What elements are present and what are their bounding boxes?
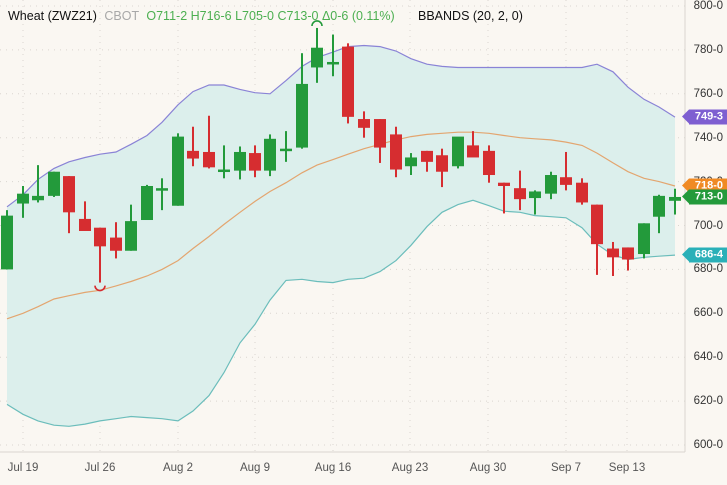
- candle[interactable]: [374, 119, 386, 163]
- y-tick-label: 640-0: [693, 351, 723, 364]
- candle[interactable]: [529, 190, 541, 215]
- price-tag: 749-3: [682, 109, 727, 125]
- price-tag: 686-4: [682, 247, 727, 263]
- x-tick-label: Aug 2: [162, 462, 194, 474]
- candle[interactable]: [218, 145, 230, 179]
- chart-header: Wheat (ZWZ21) CBOT O711-2 H716-6 L705-0 …: [8, 9, 395, 23]
- candle[interactable]: [483, 145, 495, 183]
- candle[interactable]: [358, 111, 370, 138]
- y-tick-label: 600-0: [693, 439, 723, 451]
- y-tick-label: 660-0: [693, 307, 723, 320]
- indicator-label[interactable]: BBANDS (20, 2, 0): [418, 9, 523, 23]
- candle[interactable]: [234, 146, 246, 180]
- candle[interactable]: [576, 178, 588, 205]
- candle[interactable]: [638, 223, 650, 259]
- candle[interactable]: [436, 148, 448, 188]
- ohlc-values: O711-2 H716-6 L705-0 C713-0 Δ0-6 (0.11%): [146, 9, 395, 23]
- candle[interactable]: [405, 153, 417, 176]
- y-tick-label: 800-0: [693, 0, 723, 12]
- symbol-label: Wheat (ZWZ21): [8, 9, 97, 23]
- candle[interactable]: [63, 176, 75, 234]
- candle[interactable]: [342, 43, 354, 124]
- swing-low-marker-icon: [94, 285, 106, 292]
- bollinger-band-fill: [7, 45, 675, 427]
- candle[interactable]: [249, 145, 261, 178]
- candle[interactable]: [94, 227, 106, 283]
- price-tag: 713-0: [682, 189, 727, 205]
- candle[interactable]: [280, 131, 292, 162]
- candle[interactable]: [467, 131, 479, 158]
- candle[interactable]: [296, 53, 308, 149]
- x-tick-label: Aug 30: [469, 462, 507, 474]
- candle[interactable]: [156, 178, 168, 211]
- candle[interactable]: [1, 210, 13, 270]
- x-tick-label: Aug 16: [314, 462, 352, 474]
- y-tick-label: 680-0: [693, 263, 723, 276]
- candle[interactable]: [545, 171, 557, 200]
- y-tick-label: 620-0: [693, 395, 723, 408]
- x-tick-label: Aug 23: [391, 462, 429, 474]
- x-tick-label: Jul 19: [7, 462, 39, 474]
- candle[interactable]: [390, 126, 402, 178]
- x-tick-label: Aug 9: [239, 462, 271, 474]
- candle[interactable]: [79, 201, 91, 231]
- candle[interactable]: [17, 185, 29, 218]
- candle[interactable]: [48, 171, 60, 197]
- candle[interactable]: [311, 27, 323, 83]
- candle[interactable]: [187, 126, 199, 167]
- y-tick-label: 780-0: [693, 43, 723, 56]
- x-tick-label: Sep 7: [550, 462, 582, 474]
- middle-band-line: [6, 131, 676, 320]
- x-tick-label: Sep 13: [608, 462, 646, 474]
- swing-high-marker-icon: [311, 20, 323, 27]
- candle[interactable]: [32, 165, 44, 203]
- candle[interactable]: [669, 188, 681, 215]
- candle[interactable]: [327, 34, 339, 77]
- candle[interactable]: [498, 182, 510, 214]
- candle[interactable]: [452, 136, 464, 169]
- candle[interactable]: [653, 194, 665, 234]
- exchange-label: CBOT: [104, 9, 139, 23]
- upper-band-line: [6, 44, 676, 208]
- candle[interactable]: [591, 204, 603, 275]
- y-tick-label: 740-0: [693, 131, 723, 144]
- x-tick-label: Jul 26: [84, 462, 116, 474]
- candle[interactable]: [110, 222, 122, 259]
- y-tick-label: 700-0: [693, 219, 723, 232]
- candle[interactable]: [622, 247, 634, 271]
- y-tick-label: 760-0: [693, 87, 723, 100]
- candle[interactable]: [421, 150, 433, 172]
- candle[interactable]: [560, 151, 572, 191]
- candle[interactable]: [607, 241, 619, 276]
- candle[interactable]: [141, 184, 153, 221]
- candle[interactable]: [125, 204, 137, 251]
- candle[interactable]: [514, 170, 526, 211]
- candle[interactable]: [264, 134, 276, 177]
- candle[interactable]: [172, 133, 184, 206]
- lower-band-line: [6, 199, 676, 427]
- candle[interactable]: [203, 115, 215, 169]
